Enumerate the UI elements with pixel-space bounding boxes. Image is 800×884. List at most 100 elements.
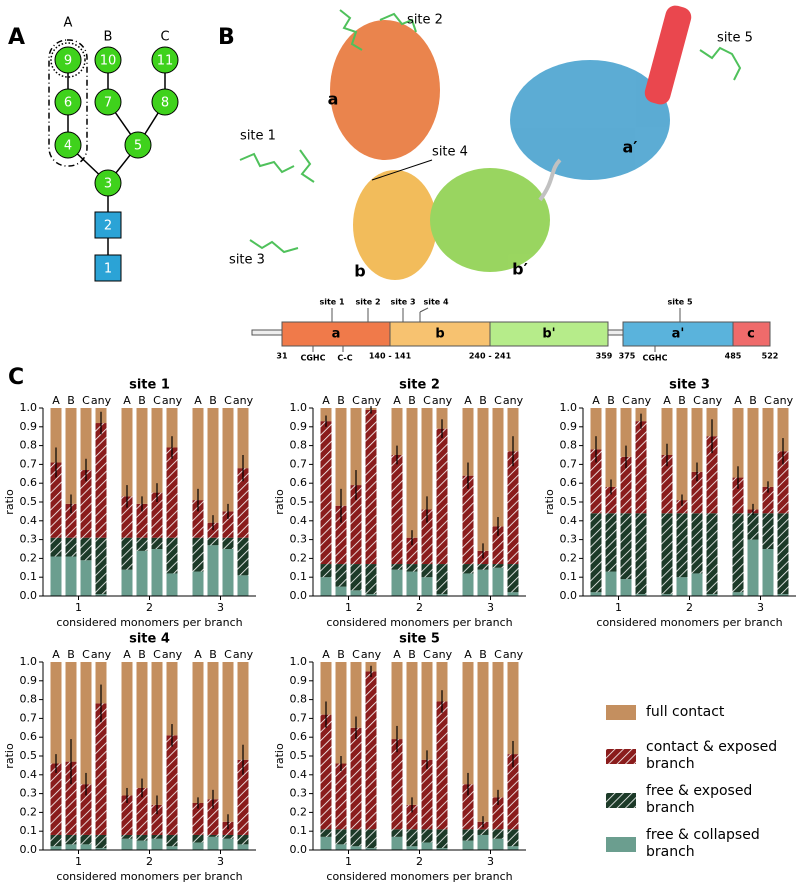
- bar-segment: [732, 513, 744, 593]
- bar-segment: [50, 662, 62, 764]
- y-tick-label: 1.0: [20, 401, 38, 414]
- y-tick-label: 0.6: [20, 476, 38, 489]
- bar-segment: [436, 848, 448, 850]
- bar-segment: [151, 408, 163, 493]
- bar-segment: [507, 829, 519, 847]
- bar-segment: [620, 408, 632, 457]
- y-tick-label: 0.4: [20, 514, 38, 527]
- boundary-label: 140 - 141: [369, 352, 412, 361]
- bar-segment: [50, 556, 62, 596]
- bar-segment: [661, 594, 673, 596]
- bar-segment: [462, 662, 474, 785]
- category-label: A: [52, 648, 60, 661]
- bar-segment: [462, 408, 474, 476]
- category-label: C: [494, 394, 502, 407]
- bar-segment: [777, 513, 789, 595]
- bar-segment: [95, 848, 107, 850]
- y-tick-label: 0.2: [20, 805, 38, 818]
- category-label: A: [464, 648, 472, 661]
- bar-segment: [65, 844, 77, 850]
- bar-segment: [335, 662, 347, 764]
- x-tick-label: 2: [416, 855, 423, 868]
- site-marker-label: site 1: [319, 298, 345, 307]
- bar-segment: [237, 537, 249, 576]
- site-label: site 5: [717, 31, 753, 46]
- legend-swatch: [606, 748, 636, 764]
- bar-segment: [747, 408, 759, 510]
- site-label: site 1: [240, 129, 276, 144]
- bar-segment: [222, 511, 234, 538]
- category-label: C: [153, 394, 161, 407]
- bar-segment: [95, 537, 107, 595]
- node-label: 6: [64, 96, 72, 111]
- bar-segment: [166, 573, 178, 596]
- panel-label: B: [218, 25, 235, 50]
- legend-entry: free & exposed branch: [606, 778, 796, 822]
- bar-segment: [620, 579, 632, 596]
- bar-segment: [136, 408, 148, 504]
- bar-segment: [391, 455, 403, 565]
- bar-segment: [365, 564, 377, 595]
- y-tick-label: 0.0: [20, 589, 38, 602]
- y-tick-label: 0.7: [290, 457, 308, 470]
- bar-segment: [507, 564, 519, 593]
- boundary-label: 375: [619, 352, 636, 361]
- site-label: site 4: [432, 145, 468, 160]
- category-label: any: [91, 648, 112, 661]
- bar-segment: [706, 436, 718, 514]
- category-label: C: [82, 394, 90, 407]
- bar-segment: [462, 564, 474, 574]
- bar-segment: [65, 662, 77, 762]
- motif-label: CGHC: [300, 354, 325, 363]
- panel-label: C: [8, 365, 24, 390]
- bar-segment: [462, 840, 474, 850]
- bar-segment: [50, 537, 62, 557]
- category-label: B: [337, 648, 345, 661]
- category-label: A: [194, 648, 202, 661]
- bar-segment: [95, 423, 107, 538]
- y-tick-label: 0.4: [290, 768, 308, 781]
- bar-segment: [320, 662, 332, 715]
- bar-segment: [492, 564, 504, 568]
- bar-segment: [166, 846, 178, 850]
- bar-segment: [590, 513, 602, 593]
- bar-segment: [350, 590, 362, 596]
- bar-segment: [50, 408, 62, 463]
- y-axis-label: ratio: [3, 743, 16, 769]
- bar-segment: [207, 408, 219, 523]
- bar-segment: [237, 759, 249, 835]
- bar-segment: [320, 408, 332, 422]
- y-tick-label: 0.0: [20, 843, 38, 856]
- bar-segment: [320, 564, 332, 578]
- bar-segment: [80, 408, 92, 471]
- bar-segment: [477, 564, 489, 570]
- y-tick-label: 0.6: [20, 730, 38, 743]
- bar-segment: [121, 838, 133, 850]
- bar-segment: [691, 408, 703, 472]
- bar-segment: [762, 408, 774, 487]
- domain-label: b: [354, 262, 365, 281]
- bar-segment: [222, 549, 234, 596]
- bar-segment: [65, 408, 77, 504]
- bar-segment: [391, 662, 403, 740]
- bar-segment: [421, 662, 433, 760]
- category-label: any: [233, 648, 254, 661]
- category-label: any: [503, 394, 524, 407]
- bar-segment: [406, 564, 418, 572]
- y-tick-label: 0.7: [20, 711, 38, 724]
- bar-segment: [590, 408, 602, 450]
- legend-entry: full contact: [606, 690, 796, 734]
- bar-segment: [365, 671, 377, 830]
- bar-segment: [747, 539, 759, 596]
- bar-segment: [436, 662, 448, 702]
- bar-segment: [237, 468, 249, 538]
- bar-segment: [237, 834, 249, 845]
- bar-segment: [80, 537, 92, 561]
- bar-segment: [192, 834, 204, 843]
- bar-segment: [676, 408, 688, 501]
- y-tick-label: 0.1: [20, 824, 38, 837]
- bar-segment: [406, 408, 418, 538]
- bar-segment: [421, 759, 433, 830]
- bar-segment: [237, 575, 249, 596]
